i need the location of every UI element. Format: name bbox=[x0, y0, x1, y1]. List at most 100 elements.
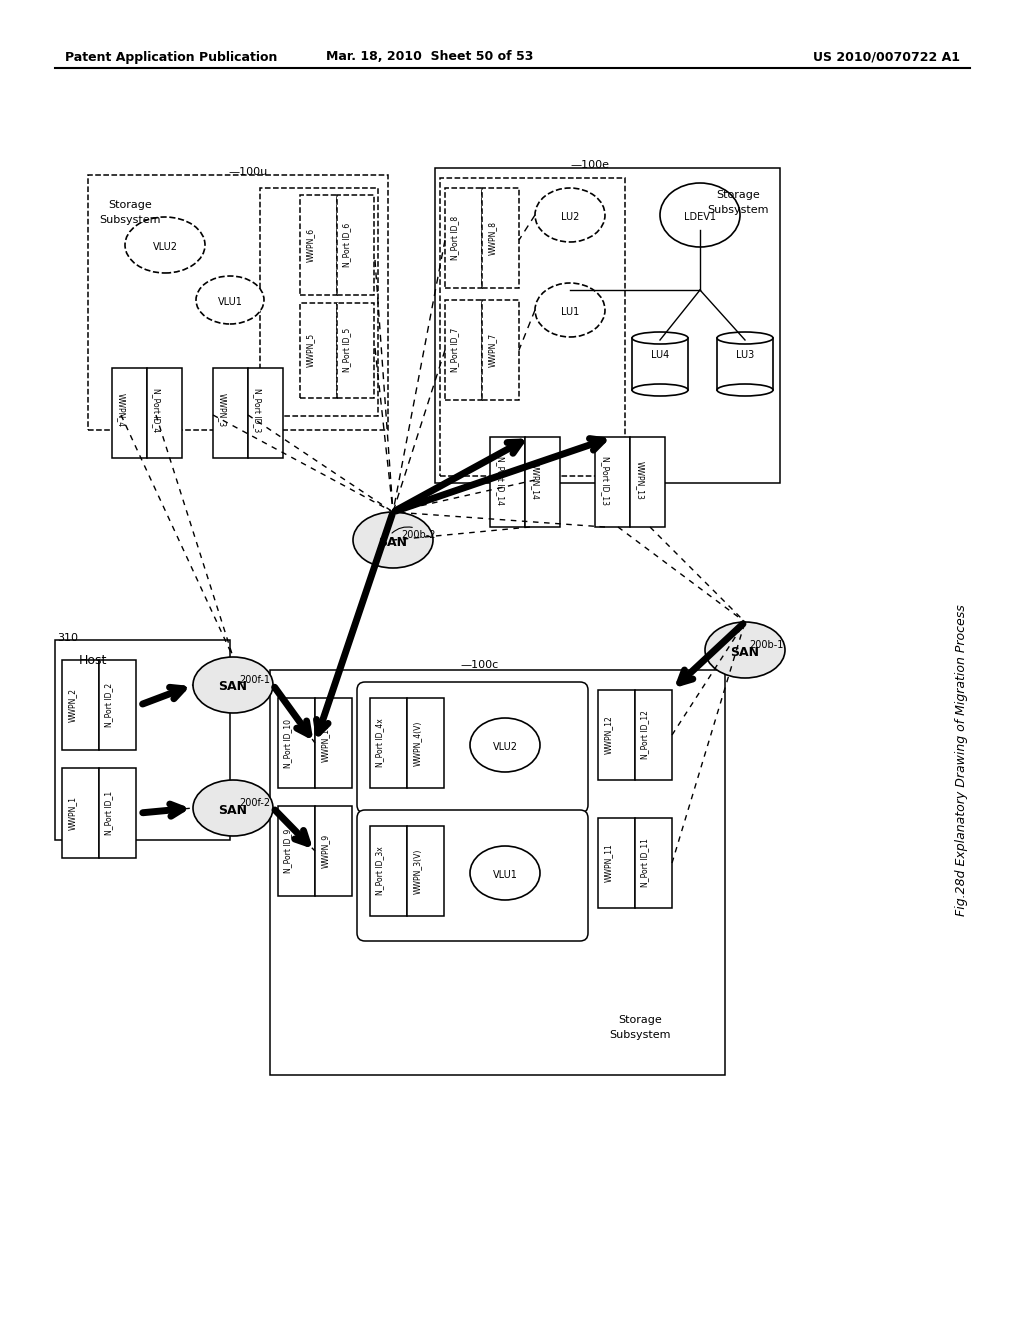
Bar bbox=[99, 768, 136, 858]
Bar bbox=[147, 368, 182, 458]
Text: SAN: SAN bbox=[218, 804, 248, 817]
Text: WWPN_12: WWPN_12 bbox=[603, 715, 612, 754]
Text: N_Port ID_8: N_Port ID_8 bbox=[451, 216, 460, 260]
Bar bbox=[407, 698, 444, 788]
Bar bbox=[370, 826, 407, 916]
Text: VLU1: VLU1 bbox=[217, 297, 243, 308]
Bar bbox=[248, 368, 283, 458]
Bar bbox=[270, 671, 725, 1074]
Text: N_Port ID_4x: N_Port ID_4x bbox=[376, 718, 384, 767]
Bar bbox=[525, 437, 560, 527]
Text: WWPN_14: WWPN_14 bbox=[530, 461, 540, 499]
Ellipse shape bbox=[632, 384, 688, 396]
Bar bbox=[62, 768, 99, 858]
Bar bbox=[435, 168, 780, 483]
Text: N_Port ID_10: N_Port ID_10 bbox=[284, 718, 293, 767]
Text: N_Port ID_3: N_Port ID_3 bbox=[253, 388, 261, 432]
Ellipse shape bbox=[193, 657, 273, 713]
Bar bbox=[490, 437, 525, 527]
Bar bbox=[632, 338, 688, 389]
Ellipse shape bbox=[717, 333, 773, 345]
Bar bbox=[635, 818, 672, 908]
Ellipse shape bbox=[535, 282, 605, 337]
Bar bbox=[482, 187, 519, 288]
Text: Subsystem: Subsystem bbox=[609, 1030, 671, 1040]
Text: N_Port ID_7: N_Port ID_7 bbox=[451, 327, 460, 372]
Text: Subsystem: Subsystem bbox=[708, 205, 769, 215]
Ellipse shape bbox=[353, 512, 433, 568]
Text: Fig.28d Explanatory Drawing of Migration Process: Fig.28d Explanatory Drawing of Migration… bbox=[955, 605, 969, 916]
Text: N_Port ID_11: N_Port ID_11 bbox=[640, 838, 649, 887]
Bar bbox=[213, 368, 248, 458]
Text: US 2010/0070722 A1: US 2010/0070722 A1 bbox=[813, 50, 961, 63]
Text: WWPN_9: WWPN_9 bbox=[321, 834, 330, 869]
Text: Storage: Storage bbox=[716, 190, 760, 201]
Text: WWPN_7: WWPN_7 bbox=[487, 333, 497, 367]
Text: 200b-1: 200b-1 bbox=[749, 640, 783, 649]
Text: WWPN_1: WWPN_1 bbox=[68, 796, 77, 830]
Ellipse shape bbox=[196, 276, 264, 323]
FancyBboxPatch shape bbox=[357, 682, 588, 813]
Text: WWPN_8: WWPN_8 bbox=[487, 220, 497, 255]
Bar bbox=[440, 178, 625, 477]
Text: Storage: Storage bbox=[618, 1015, 662, 1026]
Text: WWPN_11: WWPN_11 bbox=[603, 843, 612, 882]
Bar bbox=[717, 338, 773, 389]
Bar bbox=[260, 187, 378, 416]
Bar bbox=[407, 826, 444, 916]
Bar bbox=[278, 698, 315, 788]
Text: Patent Application Publication: Patent Application Publication bbox=[65, 50, 278, 63]
Text: 200b-2: 200b-2 bbox=[400, 531, 435, 540]
Text: LU4: LU4 bbox=[651, 350, 669, 360]
Bar bbox=[598, 690, 635, 780]
Text: N_Port ID_1: N_Port ID_1 bbox=[104, 791, 114, 836]
Bar bbox=[278, 807, 315, 896]
Text: N_Port ID_12: N_Port ID_12 bbox=[640, 710, 649, 759]
Ellipse shape bbox=[632, 333, 688, 345]
Text: LU1: LU1 bbox=[561, 308, 580, 317]
Ellipse shape bbox=[470, 846, 540, 900]
Text: Mar. 18, 2010  Sheet 50 of 53: Mar. 18, 2010 Sheet 50 of 53 bbox=[327, 50, 534, 63]
Text: Host: Host bbox=[79, 653, 108, 667]
Bar bbox=[482, 300, 519, 400]
Text: WWPN_2: WWPN_2 bbox=[68, 688, 77, 722]
Text: 200f-2: 200f-2 bbox=[240, 799, 270, 808]
Text: N_Port ID_3x: N_Port ID_3x bbox=[376, 846, 384, 895]
Bar bbox=[337, 304, 374, 399]
Text: WWPN_3: WWPN_3 bbox=[217, 393, 226, 428]
Text: N_Port ID_9: N_Port ID_9 bbox=[284, 829, 293, 873]
Text: N_Port ID_14: N_Port ID_14 bbox=[496, 455, 505, 504]
Ellipse shape bbox=[125, 216, 205, 273]
Text: LU2: LU2 bbox=[561, 213, 580, 222]
Text: Subsystem: Subsystem bbox=[99, 215, 161, 224]
Text: WWPN_6: WWPN_6 bbox=[305, 228, 314, 263]
Text: LDEV1: LDEV1 bbox=[684, 213, 716, 222]
Text: N_Port ID_2: N_Port ID_2 bbox=[104, 682, 114, 727]
Ellipse shape bbox=[193, 780, 273, 836]
Ellipse shape bbox=[660, 183, 740, 247]
Bar bbox=[88, 176, 388, 430]
Bar bbox=[635, 690, 672, 780]
Text: 200f-1: 200f-1 bbox=[240, 675, 270, 685]
Text: 310: 310 bbox=[57, 634, 78, 643]
Text: N_Port ID_13: N_Port ID_13 bbox=[600, 455, 609, 504]
Ellipse shape bbox=[705, 622, 785, 678]
Bar bbox=[445, 187, 482, 288]
Bar bbox=[99, 660, 136, 750]
Text: SAN: SAN bbox=[379, 536, 408, 549]
Bar bbox=[112, 368, 147, 458]
Text: VLU2: VLU2 bbox=[153, 242, 177, 252]
Ellipse shape bbox=[717, 384, 773, 396]
Text: —100c: —100c bbox=[461, 660, 499, 671]
Bar bbox=[445, 300, 482, 400]
Text: —100e: —100e bbox=[570, 160, 609, 170]
FancyBboxPatch shape bbox=[357, 810, 588, 941]
Text: WWPN_3(V): WWPN_3(V) bbox=[413, 849, 422, 894]
Text: SAN: SAN bbox=[730, 645, 760, 659]
Bar bbox=[630, 437, 665, 527]
Bar bbox=[62, 660, 99, 750]
Ellipse shape bbox=[535, 187, 605, 242]
Text: N_Port ID_4: N_Port ID_4 bbox=[152, 388, 161, 432]
Bar bbox=[598, 818, 635, 908]
Text: SAN: SAN bbox=[218, 681, 248, 693]
